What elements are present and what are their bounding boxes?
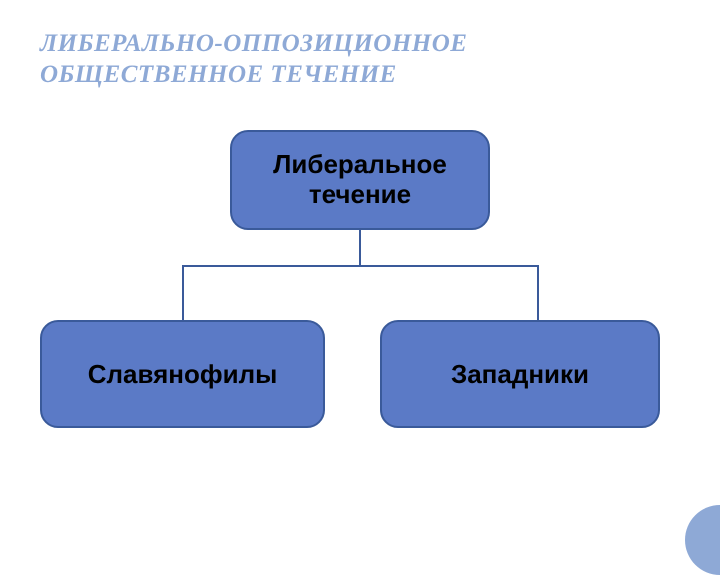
node-right: Западники xyxy=(380,320,660,428)
slide-title: ЛИБЕРАЛЬНО-ОППОЗИЦИОННОЕ ОБЩЕСТВЕННОЕ ТЕ… xyxy=(40,28,680,91)
connector-horizontal xyxy=(182,265,539,267)
connector-root-stem xyxy=(359,230,361,265)
tree-diagram: Либеральное течение Славянофилы Западник… xyxy=(0,130,720,510)
corner-decoration-circle xyxy=(685,505,720,575)
node-left-label: Славянофилы xyxy=(88,359,278,390)
root-label-line1: Либеральное xyxy=(273,149,447,179)
title-line1: ЛИБЕРАЛЬНО-ОППОЗИЦИОННОЕ xyxy=(40,30,467,57)
node-left: Славянофилы xyxy=(40,320,325,428)
node-root-label: Либеральное течение xyxy=(273,150,447,210)
root-label-line2: течение xyxy=(309,179,411,209)
node-root: Либеральное течение xyxy=(230,130,490,230)
title-line2: ОБЩЕСТВЕННОЕ ТЕЧЕНИЕ xyxy=(40,61,397,88)
connector-right-stem xyxy=(537,265,539,320)
connector-left-stem xyxy=(182,265,184,320)
node-right-label: Западники xyxy=(451,359,589,390)
